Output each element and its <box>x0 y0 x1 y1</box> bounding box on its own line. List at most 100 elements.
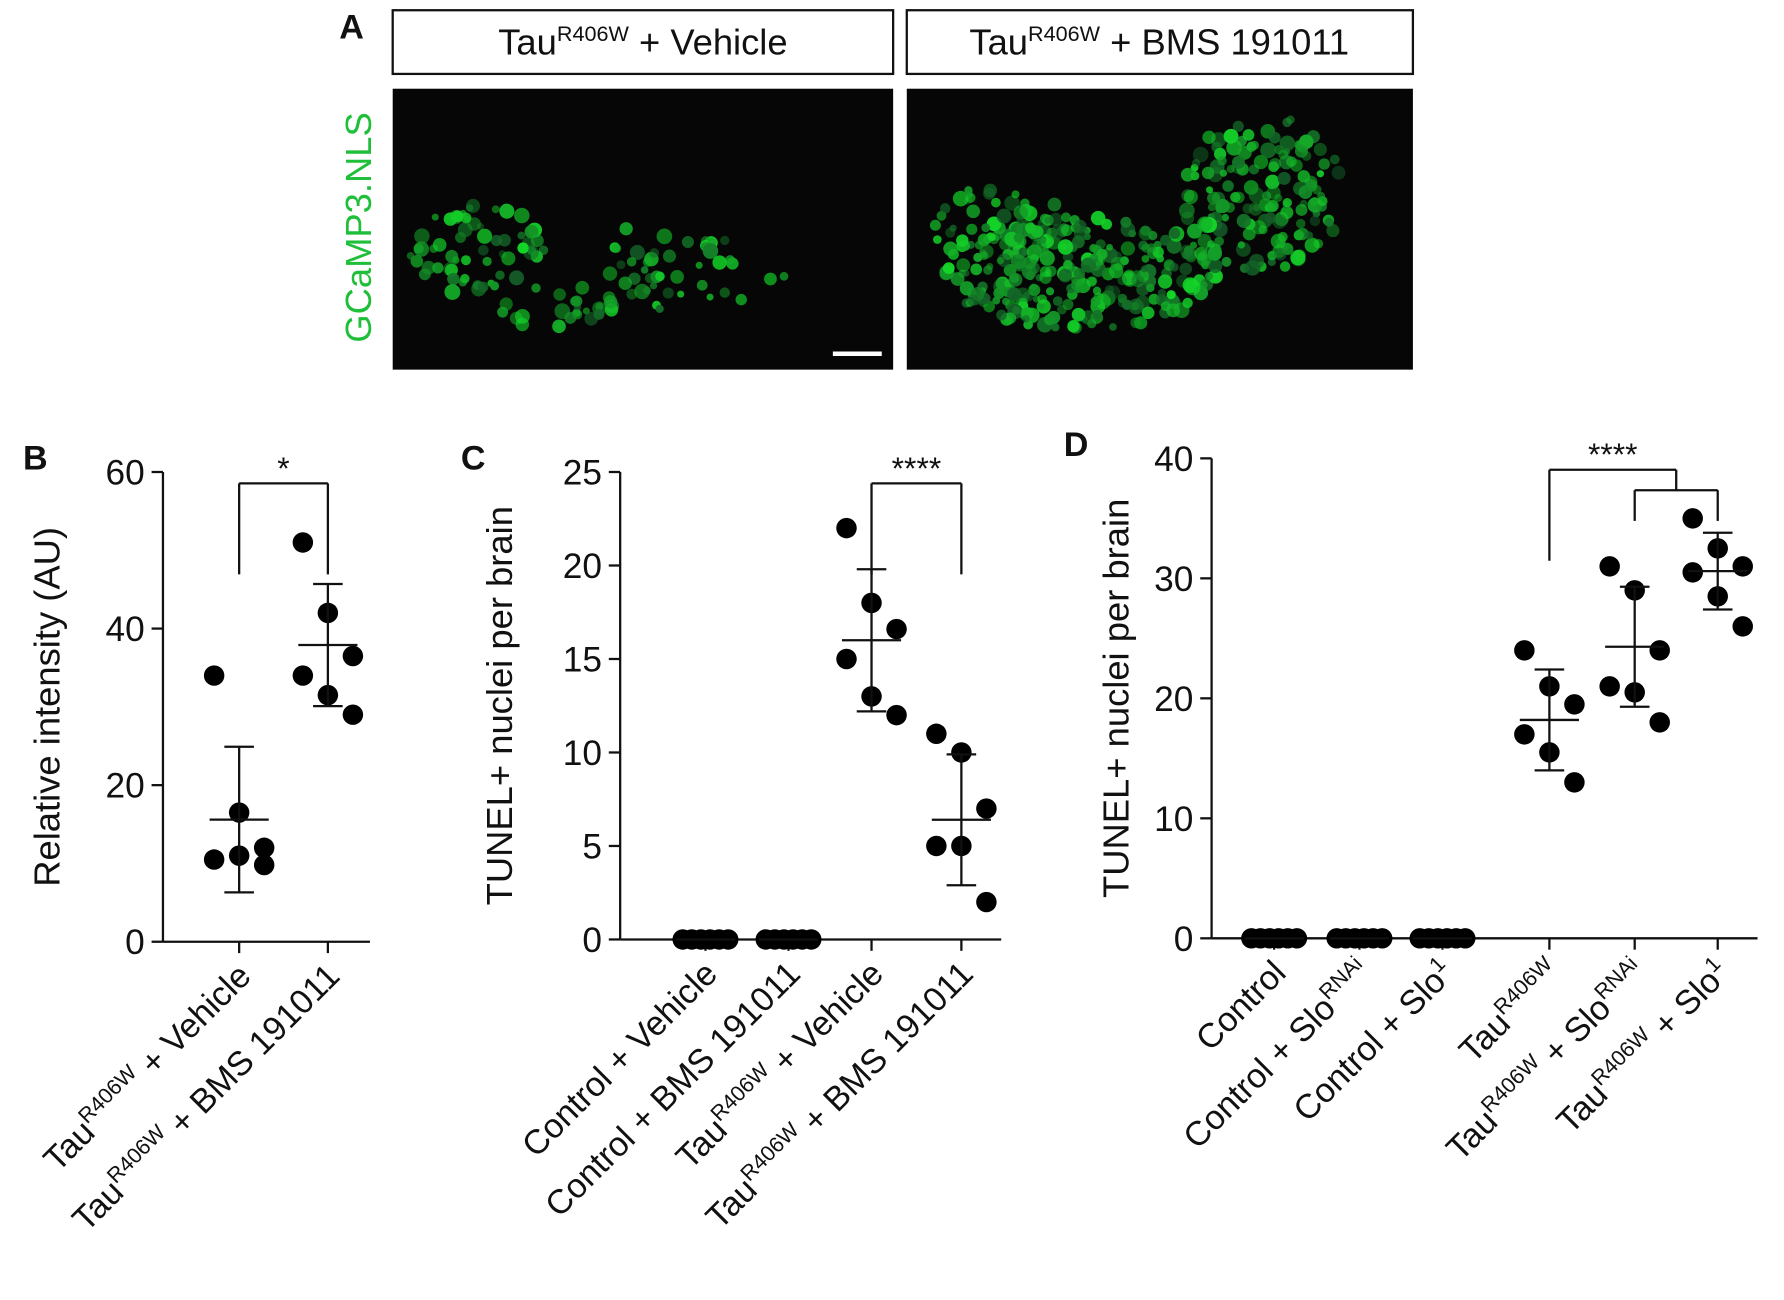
cell <box>421 260 436 275</box>
cell <box>490 281 500 291</box>
data-point <box>1682 508 1703 529</box>
cell <box>1110 256 1125 271</box>
cell <box>670 270 684 284</box>
cell <box>1248 187 1265 203</box>
cell <box>1298 185 1313 200</box>
cell <box>1010 254 1026 270</box>
cell <box>1179 262 1192 276</box>
cell <box>996 309 1007 321</box>
panel-label: A <box>339 9 364 47</box>
cell <box>1215 198 1230 214</box>
text-part: Tau <box>969 22 1028 63</box>
cell <box>992 296 1001 305</box>
cell <box>981 223 991 233</box>
cell <box>1157 288 1166 298</box>
text-part: + BMS 191011 <box>1100 22 1349 63</box>
cell <box>933 235 942 244</box>
cell <box>477 228 493 244</box>
cell <box>1279 261 1291 272</box>
cell <box>1207 240 1215 248</box>
cell <box>939 203 951 214</box>
cell <box>1277 171 1291 185</box>
cell <box>1202 130 1216 145</box>
cell <box>571 295 583 307</box>
cell <box>956 234 969 247</box>
data-point <box>976 798 997 819</box>
cell <box>1294 144 1309 158</box>
cell <box>517 231 526 240</box>
panel-label: C <box>461 440 486 478</box>
cell <box>498 233 511 247</box>
data-point <box>292 532 314 553</box>
data-point <box>976 891 997 913</box>
cell <box>1326 224 1340 238</box>
data-point <box>886 704 907 726</box>
y-tick-label: 30 <box>1154 560 1193 599</box>
cell <box>1181 211 1195 225</box>
panel-label: D <box>1064 426 1089 464</box>
cell <box>695 261 703 269</box>
data-point <box>1514 640 1535 661</box>
cell <box>662 287 674 299</box>
superscript: R406W <box>557 21 630 46</box>
cell <box>1277 231 1288 242</box>
cell <box>1156 254 1165 263</box>
cell <box>429 244 439 253</box>
cell <box>1242 129 1255 141</box>
y-tick-label: 20 <box>563 547 602 586</box>
cell <box>1237 241 1246 249</box>
cell <box>1028 284 1041 297</box>
y-axis-label: TUNEL+ nuclei per brain <box>1096 499 1137 898</box>
cell <box>432 262 444 274</box>
cell <box>629 244 645 260</box>
cell <box>1183 189 1198 204</box>
data-point <box>836 648 857 670</box>
cell <box>1013 205 1029 220</box>
cell <box>1223 128 1239 144</box>
data-point <box>292 665 314 686</box>
cell <box>1232 120 1244 132</box>
y-tick-label: 20 <box>106 767 145 806</box>
data-point <box>203 665 225 686</box>
cell <box>1217 156 1227 166</box>
cell <box>943 241 958 256</box>
data-point <box>886 618 907 640</box>
cell <box>1160 234 1172 246</box>
cell <box>477 281 489 293</box>
cell <box>1221 213 1230 222</box>
cell <box>443 212 458 226</box>
cell <box>970 263 983 276</box>
cell <box>1004 312 1017 325</box>
data-point <box>342 645 364 667</box>
cell <box>1120 241 1135 256</box>
cell <box>1146 283 1155 293</box>
cell <box>1295 204 1308 216</box>
cell <box>719 287 731 298</box>
cell <box>1071 235 1085 249</box>
cell <box>509 270 525 286</box>
cell <box>1253 154 1269 170</box>
cell <box>655 304 664 313</box>
cell <box>1130 317 1142 329</box>
data-point <box>342 704 364 725</box>
cell <box>531 283 541 293</box>
cell <box>720 235 730 246</box>
cell <box>1047 310 1061 325</box>
cell <box>1222 180 1234 192</box>
data-point <box>951 742 972 763</box>
superscript: R406W <box>1028 21 1101 46</box>
image-title: TauR406W + BMS 191011 <box>969 21 1349 63</box>
data-point <box>1599 676 1620 697</box>
cell <box>1191 159 1201 168</box>
cell <box>1208 258 1223 274</box>
cell <box>643 286 651 295</box>
cell <box>1232 155 1245 169</box>
cell <box>458 277 468 287</box>
y-tick-label: 40 <box>106 610 145 649</box>
cell <box>1131 274 1145 288</box>
cell <box>1207 203 1217 212</box>
cell <box>1286 156 1297 167</box>
y-axis-label: Relative intensity (AU) <box>26 527 67 887</box>
cell <box>986 216 1002 232</box>
